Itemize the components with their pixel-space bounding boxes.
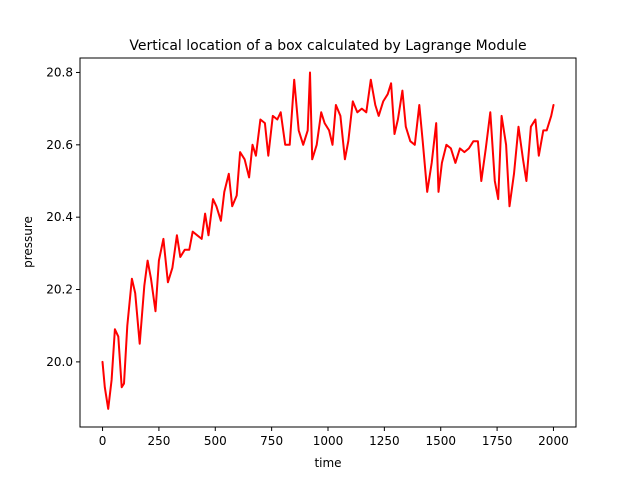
y-axis: 20.0 20.2 20.4 20.6 20.8 [46, 65, 80, 369]
y-axis-label: pressure [21, 216, 35, 268]
y-tick-label: 20.4 [46, 210, 73, 224]
y-tick-label: 20.0 [46, 355, 73, 369]
x-axis: 0 250 500 750 1000 1250 1500 1750 2000 [99, 427, 569, 448]
x-tick-label: 1250 [369, 434, 400, 448]
x-tick-label: 1750 [482, 434, 513, 448]
x-tick-label: 2000 [538, 434, 569, 448]
x-axis-label: time [314, 456, 341, 470]
y-tick-label: 20.8 [46, 65, 73, 79]
x-tick-label: 0 [99, 434, 107, 448]
series-layer [101, 71, 555, 410]
x-tick-label: 250 [147, 434, 170, 448]
y-tick-label: 20.2 [46, 283, 73, 297]
x-tick-label: 500 [204, 434, 227, 448]
series-line [101, 71, 555, 410]
x-tick-label: 1000 [313, 434, 344, 448]
x-tick-label: 750 [260, 434, 283, 448]
chart-title: Vertical location of a box calculated by… [129, 38, 526, 54]
y-tick-label: 20.6 [46, 138, 73, 152]
x-tick-label: 1500 [425, 434, 456, 448]
